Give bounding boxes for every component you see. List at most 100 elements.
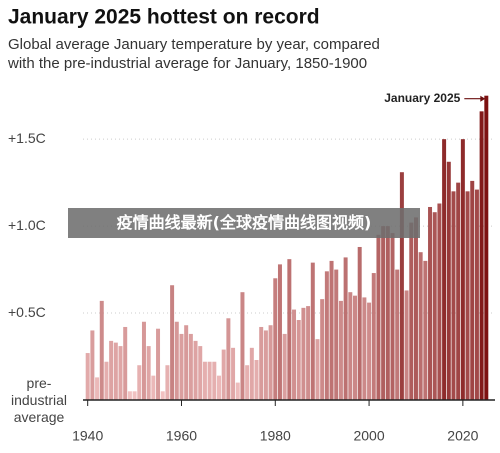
bar: [413, 217, 418, 400]
y-tick-label: +1.5C: [8, 130, 46, 146]
bar: [221, 349, 226, 400]
bar: [310, 262, 315, 400]
bar: [170, 285, 175, 400]
annotation: January 2025: [384, 91, 460, 105]
bar: [146, 346, 151, 400]
bar: [184, 325, 189, 400]
bar: [446, 161, 451, 400]
bar: [90, 330, 95, 400]
x-tick-label: 1940: [72, 428, 103, 444]
bar: [437, 203, 442, 400]
bar: [118, 346, 123, 400]
bar: [277, 264, 282, 400]
bar: [259, 326, 264, 400]
x-tick-label: 1960: [166, 428, 197, 444]
bar: [306, 306, 311, 400]
bar: [404, 290, 409, 400]
bar: [132, 391, 137, 400]
bar: [263, 330, 268, 400]
subtitle: Global average January temperature by ye…: [8, 36, 380, 53]
bar: [85, 353, 90, 400]
overlay-banner: 疫情曲线最新(全球疫情曲线图视频): [68, 208, 420, 238]
bar: [217, 375, 221, 400]
bar: [474, 189, 479, 400]
bar: [137, 365, 142, 400]
bar: [343, 257, 348, 400]
bar: [329, 260, 334, 400]
bar: [338, 300, 343, 400]
bar: [390, 233, 395, 400]
bar: [479, 111, 484, 400]
bar: [249, 347, 254, 400]
bar: [212, 361, 217, 400]
bar: [99, 300, 104, 400]
bar: [113, 342, 118, 400]
bar: [127, 391, 132, 400]
bar: [104, 361, 109, 400]
bar: [348, 292, 353, 400]
bar: [123, 326, 128, 400]
bar: [456, 182, 461, 400]
bar: [409, 222, 414, 400]
bar: [423, 260, 428, 400]
bar: [395, 269, 400, 400]
bar: [254, 360, 259, 400]
bar: [235, 382, 240, 400]
bar: [193, 340, 198, 400]
bar: [353, 295, 357, 400]
bar: [465, 191, 470, 400]
bar: [268, 325, 273, 400]
subtitle: with the pre-industrial average for Janu…: [7, 55, 367, 72]
bar: [399, 172, 404, 400]
bar: [151, 375, 156, 400]
bar: [296, 320, 301, 400]
bar: [202, 361, 207, 400]
bar: [334, 269, 339, 400]
x-tick-label: 2020: [447, 428, 478, 444]
bar: [324, 271, 329, 400]
bar: [470, 180, 475, 400]
bar: [198, 346, 203, 400]
bar: [109, 340, 114, 400]
bar: [376, 234, 381, 400]
bar: [301, 307, 306, 400]
bar: [484, 95, 489, 400]
bar: [418, 252, 423, 400]
bar: [156, 328, 161, 400]
y-tick-label: pre-industrial average: [10, 375, 68, 425]
bar: [320, 299, 325, 400]
bar: [371, 273, 376, 400]
bar: [240, 292, 245, 400]
bar: [174, 321, 179, 400]
bar: [95, 377, 100, 400]
bar: [451, 191, 456, 400]
bar: [381, 226, 386, 400]
bar: [315, 339, 320, 400]
bar: [428, 206, 433, 400]
x-tick-label: 1980: [260, 428, 291, 444]
y-tick-label: +1.0C: [8, 217, 46, 233]
bar: [362, 297, 367, 400]
bar: [160, 391, 165, 400]
bar: [231, 347, 236, 400]
bar: [442, 139, 447, 400]
bar: [226, 318, 231, 400]
bar: [141, 321, 146, 400]
bar: [273, 278, 278, 400]
chart-title: January 2025 hottest on record: [8, 6, 320, 29]
bar: [292, 309, 297, 400]
bar: [460, 139, 465, 400]
annotation-arrowhead: [480, 95, 486, 102]
bar: [179, 333, 184, 400]
bar: [282, 333, 287, 400]
bar: [357, 246, 362, 400]
bar: [385, 226, 390, 400]
bar: [165, 365, 170, 400]
x-tick-label: 2000: [353, 428, 384, 444]
bar: [432, 212, 437, 400]
bar: [245, 365, 250, 400]
bar: [188, 333, 193, 400]
bar: [207, 361, 212, 400]
